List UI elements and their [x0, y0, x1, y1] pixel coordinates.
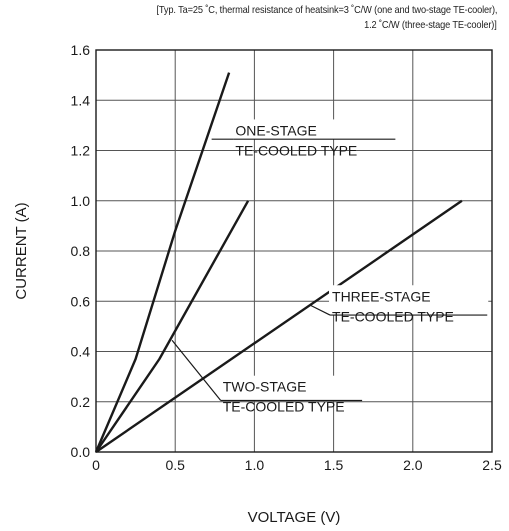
x-tick-label: 1.5 [324, 457, 344, 473]
y-tick-label: 0.2 [71, 394, 91, 410]
data-series [94, 72, 463, 453]
annotation-label-line-1: ONE-STAGE [235, 122, 316, 138]
y-axis-title: CURRENT (A) [13, 202, 30, 299]
annotation-label-line-1: TWO-STAGE [223, 379, 307, 395]
annotation-background [219, 375, 364, 401]
y-tick-label: 0.6 [71, 293, 91, 309]
y-tick-label: 1.0 [71, 193, 91, 209]
tick-labels: 0 0.5 1.0 1.5 2.0 2.5 0.0 0.2 0.4 0.6 0.8 1.0 1.2 1.4… [71, 42, 502, 473]
x-tick-label: 0.5 [165, 457, 185, 473]
annotation-background [329, 285, 489, 316]
y-tick-label: 1.2 [71, 143, 91, 159]
plot-frame [95, 49, 493, 453]
annotation-label-line-2: TE-COOLED TYPE [235, 142, 357, 158]
x-tick-label: 2.0 [403, 457, 423, 473]
annotation-leader-line [309, 304, 331, 316]
y-tick-label: 1.6 [71, 42, 91, 58]
x-tick-label: 1.0 [245, 457, 265, 473]
y-tick-label: 0.4 [71, 344, 91, 360]
annotation-leader-line [171, 339, 222, 401]
x-tick-label: 2.5 [482, 457, 502, 473]
annotation-label-line-1: THREE-STAGE [332, 288, 431, 304]
x-axis-title: VOLTAGE (V) [248, 509, 341, 526]
y-tick-label: 0.0 [71, 444, 91, 460]
annotation-label-line-2: TE-COOLED TYPE [223, 399, 345, 415]
y-tick-label: 0.8 [71, 243, 91, 259]
x-tick-label: 0 [92, 457, 100, 473]
annotation-background [232, 119, 397, 140]
series-line-2 [95, 200, 250, 453]
series-line-1 [94, 72, 231, 453]
annotations: ONE-STAGE TE-COOLED TYPE THREE-STAGE TE-COO… [171, 119, 489, 415]
y-tick-label: 1.4 [71, 92, 91, 108]
chart-subtitle-line-1: [Typ. Ta=25 ˚C, thermal resistance of he… [156, 4, 497, 16]
chart-subtitle-line-2: 1.2 ˚C/W (three-stage TE-cooler)] [364, 19, 497, 31]
series-line-3 [95, 199, 463, 453]
annotation-label-line-2: TE-COOLED TYPE [332, 308, 454, 324]
